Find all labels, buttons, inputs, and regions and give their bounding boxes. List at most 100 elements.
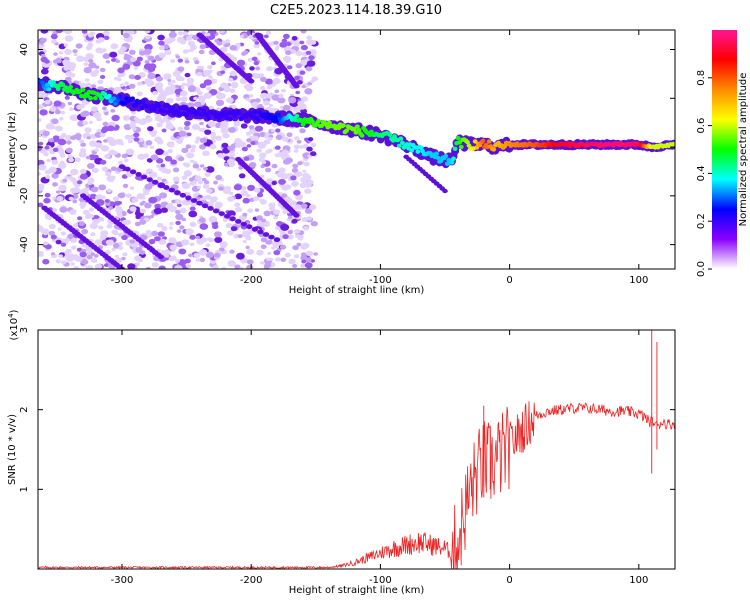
noise-speck — [193, 101, 202, 108]
y-axis-label: Frequency (Hz) — [7, 112, 18, 188]
noise-speck — [94, 263, 103, 269]
y-tick-label: 20 — [19, 92, 30, 105]
noise-speck — [65, 134, 72, 141]
noise-speck — [300, 96, 309, 102]
streak-dot — [124, 166, 131, 172]
streak-dot — [246, 224, 253, 230]
noise-speck — [288, 97, 297, 104]
noise-speck — [240, 123, 248, 129]
trace-core — [46, 87, 52, 92]
noise-speck — [60, 260, 67, 265]
noise-speck — [240, 186, 247, 191]
noise-speck — [188, 177, 194, 182]
noise-speck — [213, 252, 221, 258]
noise-speck — [281, 88, 286, 93]
noise-speck — [79, 189, 88, 196]
noise-speck — [215, 99, 225, 107]
noise-speck — [117, 67, 125, 74]
trace-core — [139, 105, 145, 111]
noise-speck — [119, 142, 124, 146]
noise-speck — [189, 221, 197, 227]
noise-speck — [111, 58, 116, 62]
noise-speck — [256, 215, 263, 221]
noise-speck — [157, 93, 167, 101]
noise-speck — [98, 184, 107, 191]
noise-speck — [198, 217, 206, 223]
noise-speck — [63, 65, 70, 71]
noise-speck — [193, 252, 201, 258]
trace-core — [355, 124, 360, 129]
noise-speck — [243, 156, 250, 161]
colorbar-tick-label: 0.0 — [696, 261, 707, 277]
noise-speck — [224, 39, 231, 44]
noise-speck — [39, 109, 48, 116]
noise-speck — [253, 61, 259, 66]
noise-speck — [90, 252, 96, 256]
noise-speck — [246, 138, 252, 143]
noise-speck — [42, 258, 50, 265]
noise-speck — [267, 251, 272, 256]
noise-speck — [309, 204, 317, 211]
noise-speck — [256, 249, 264, 256]
noise-speck — [292, 263, 298, 268]
noise-speck — [66, 140, 72, 145]
noise-speck — [306, 35, 312, 40]
streak-dot — [157, 182, 164, 188]
noise-speck — [203, 166, 208, 171]
noise-speck — [121, 235, 128, 241]
noise-speck — [52, 196, 57, 200]
noise-speck — [246, 144, 252, 148]
noise-speck — [92, 112, 102, 119]
noise-speck — [164, 253, 170, 258]
streak — [196, 32, 255, 84]
noise-speck — [144, 202, 152, 209]
noise-speck — [158, 40, 165, 46]
noise-speck — [72, 199, 78, 204]
x-tick-label: -100 — [369, 575, 392, 586]
trace-core — [130, 96, 136, 101]
noise-speck — [227, 145, 235, 151]
noise-speck — [93, 254, 99, 258]
noise-speck — [274, 225, 281, 230]
noise-speck — [283, 33, 290, 40]
noise-speck — [274, 47, 280, 51]
noise-speck — [47, 217, 52, 221]
noise-speck — [60, 242, 67, 247]
noise-speck — [184, 171, 190, 176]
noise-speck — [48, 138, 55, 143]
noise-speck — [175, 258, 181, 263]
noise-speck — [62, 178, 68, 183]
streak-dot — [235, 219, 242, 224]
noise-speck — [214, 39, 220, 43]
noise-speck — [119, 83, 125, 87]
noise-speck — [307, 137, 314, 142]
noise-speck — [176, 229, 182, 233]
noise-speck — [166, 97, 174, 104]
noise-speck — [195, 235, 200, 240]
y-tick-label: 2 — [19, 406, 30, 412]
noise-speck — [246, 259, 254, 265]
streak-dot — [168, 187, 175, 193]
noise-speck — [122, 115, 130, 121]
noise-speck — [87, 33, 94, 38]
noise-speck — [84, 214, 92, 220]
noise-speck — [60, 231, 67, 236]
noise-speck — [89, 222, 98, 230]
noise-speck — [304, 88, 313, 95]
noise-speck — [137, 153, 146, 160]
noise-speck — [242, 212, 248, 217]
noise-speck — [83, 62, 89, 66]
noise-speck — [56, 147, 64, 154]
noise-speck — [293, 144, 300, 150]
noise-speck — [245, 85, 254, 91]
noise-speck — [77, 216, 83, 221]
trace-core — [443, 153, 449, 159]
noise-speck — [52, 182, 58, 187]
noise-speck — [238, 173, 246, 179]
noise-speck — [294, 75, 300, 81]
noise-speck — [310, 221, 318, 227]
noise-speck — [313, 252, 318, 256]
noise-speck — [141, 196, 146, 200]
noise-speck — [146, 158, 153, 163]
noise-speck — [85, 78, 90, 82]
